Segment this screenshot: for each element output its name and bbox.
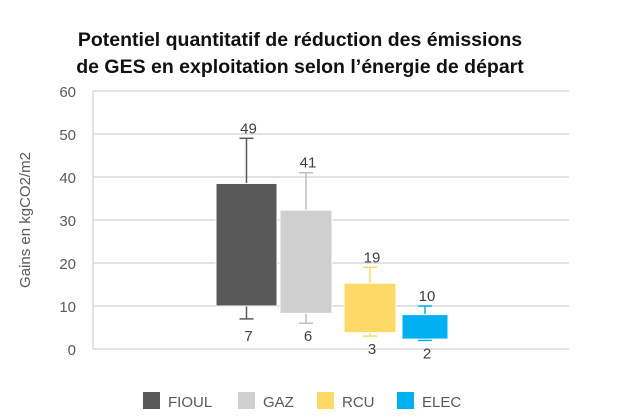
data-label-max: 41 [300,155,317,172]
y-axis-label: Gains en kgCO2/m2 [17,152,34,288]
data-label-min: 2 [423,345,431,362]
data-label-min: 7 [244,328,252,345]
chart-title-line-1: Potentiel quantitatif de réduction des é… [78,29,522,51]
data-label-max: 49 [240,120,257,137]
legend-swatch-fioul [143,392,160,409]
legend-swatch-elec [397,392,414,409]
bar-fioul [215,182,278,307]
legend-label-fioul: FIOUL [168,394,212,411]
legend-label-elec: ELEC [422,394,461,411]
bar-rcu [343,282,397,334]
bar-elec [401,314,449,340]
y-tick-label: 30 [59,213,76,230]
data-label-max: 10 [419,288,436,305]
y-tick-label: 60 [59,84,76,101]
y-tick-label: 10 [59,299,76,316]
data-label-min: 6 [304,328,312,345]
legend-swatch-gaz [238,392,255,409]
y-tick-label: 20 [59,256,76,273]
y-tick-label: 40 [59,170,76,187]
y-tick-label: 0 [68,342,76,359]
legend-label-gaz: GAZ [263,394,294,411]
data-label-min: 3 [368,341,376,358]
data-label-max: 19 [364,249,381,266]
legend-swatch-rcu [317,392,334,409]
legend-label-rcu: RCU [342,394,375,411]
bar-gaz [279,209,333,314]
y-tick-label: 50 [59,127,76,144]
chart-title-line-2: de GES en exploitation selon l’énergie d… [76,56,524,78]
